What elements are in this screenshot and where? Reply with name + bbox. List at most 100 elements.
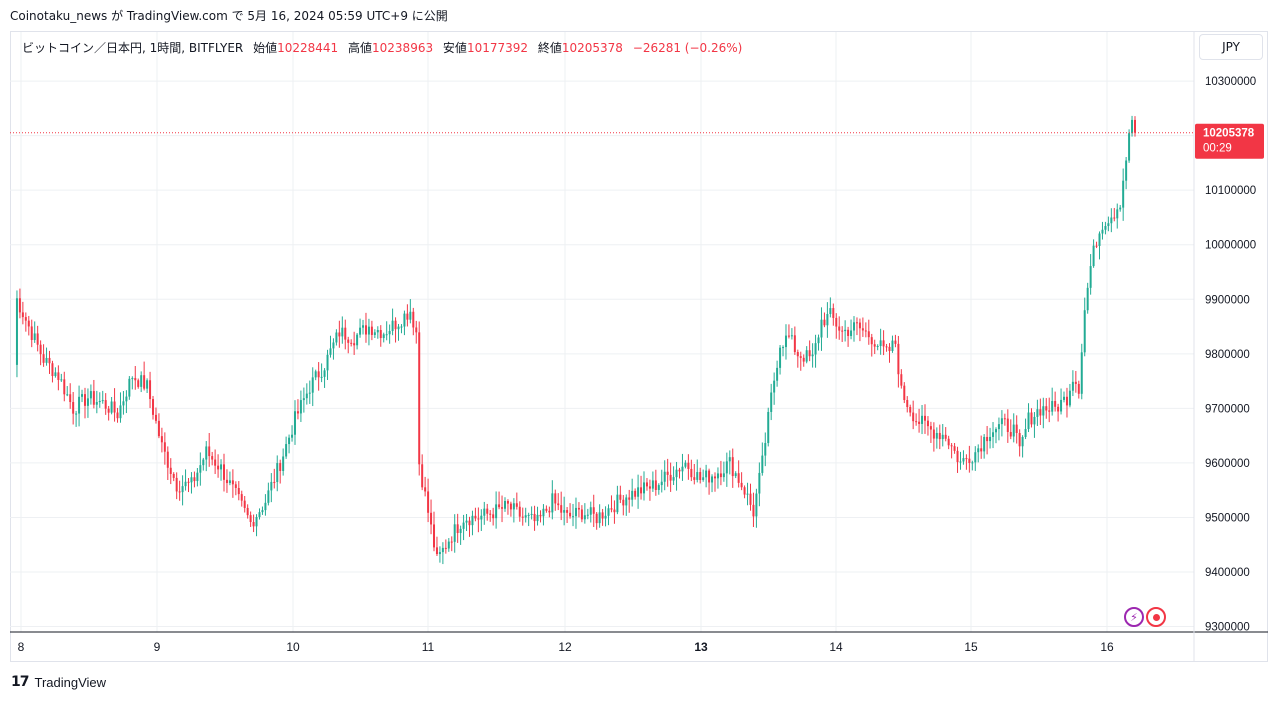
candle-body bbox=[264, 502, 267, 511]
candle-body bbox=[743, 487, 746, 495]
candle-body bbox=[92, 391, 95, 405]
candle-body bbox=[193, 477, 196, 482]
candle-body bbox=[1009, 431, 1012, 437]
candle-body bbox=[89, 391, 92, 399]
currency-button[interactable]: JPY bbox=[1199, 34, 1263, 60]
candle-body bbox=[944, 434, 947, 439]
candle-body bbox=[696, 472, 699, 480]
candle-body bbox=[477, 518, 480, 520]
candle-body bbox=[110, 401, 113, 413]
candle-body bbox=[894, 340, 897, 344]
candle-body bbox=[317, 371, 320, 378]
y-tick-label: 9600000 bbox=[1205, 458, 1250, 470]
x-tick-label: 14 bbox=[829, 640, 843, 654]
candle-body bbox=[146, 380, 149, 389]
candle-body bbox=[391, 320, 394, 331]
candle-body bbox=[767, 411, 770, 444]
candle-body bbox=[314, 371, 317, 378]
candle-body bbox=[388, 330, 391, 335]
candle-body bbox=[681, 466, 684, 472]
candle-body bbox=[755, 493, 758, 517]
chart-status-icons: ⚡ bbox=[1124, 607, 1166, 627]
change-value: −26281 (−0.26%) bbox=[632, 41, 743, 55]
candle-body bbox=[125, 396, 128, 402]
candle-body bbox=[853, 322, 856, 331]
candle-body bbox=[705, 470, 708, 478]
candle-body bbox=[214, 459, 217, 466]
candle-body bbox=[63, 379, 66, 395]
candle-body bbox=[983, 436, 986, 452]
candle-body bbox=[643, 482, 646, 494]
candle-body bbox=[122, 401, 125, 406]
y-tick-label: 9800000 bbox=[1205, 349, 1250, 361]
candle-body bbox=[648, 486, 651, 489]
candle-body bbox=[693, 477, 696, 480]
candle-body bbox=[293, 411, 296, 435]
candle-body bbox=[1119, 207, 1122, 210]
candle-body bbox=[143, 375, 146, 389]
candle-body bbox=[202, 459, 205, 466]
candle-body bbox=[1080, 352, 1083, 394]
candle-body bbox=[329, 348, 332, 355]
candle-body bbox=[1027, 412, 1030, 430]
candle-body bbox=[992, 432, 995, 437]
candle-body bbox=[341, 327, 344, 337]
x-tick-label: 15 bbox=[964, 640, 978, 654]
close-value: 10205378 bbox=[561, 41, 623, 55]
candle-body bbox=[823, 319, 826, 326]
candle-body bbox=[610, 508, 613, 510]
candle-body bbox=[438, 552, 441, 555]
candle-body bbox=[657, 485, 660, 490]
candle-body bbox=[761, 455, 764, 473]
candle-body bbox=[498, 504, 501, 508]
candle-body bbox=[950, 445, 953, 447]
x-tick-label: 8 bbox=[18, 640, 25, 654]
y-tick-label: 10100000 bbox=[1205, 185, 1256, 197]
candle-body bbox=[986, 436, 989, 442]
candle-body bbox=[424, 487, 427, 492]
y-tick-label: 10000000 bbox=[1205, 240, 1256, 252]
candle-body bbox=[515, 503, 518, 507]
candle-body bbox=[619, 494, 622, 500]
candle-body bbox=[613, 509, 616, 513]
y-tick-label: 9700000 bbox=[1205, 403, 1250, 415]
candle-body bbox=[796, 352, 799, 357]
candle-body bbox=[169, 467, 172, 474]
footer-branding: 17 TradingView bbox=[11, 674, 106, 690]
candle-body bbox=[18, 298, 21, 313]
candle-body bbox=[592, 507, 595, 514]
brand-name: TradingView bbox=[34, 674, 107, 690]
candle-body bbox=[255, 517, 258, 527]
candle-body bbox=[51, 363, 54, 377]
candle-body bbox=[48, 357, 51, 364]
candle-body bbox=[527, 514, 530, 516]
candle-body bbox=[30, 326, 33, 340]
candle-body bbox=[900, 374, 903, 386]
candle-body bbox=[1030, 412, 1033, 425]
candle-body bbox=[583, 515, 586, 520]
candle-body bbox=[69, 394, 72, 403]
candle-body bbox=[1018, 432, 1021, 447]
candle-body bbox=[444, 547, 447, 549]
price-tag-countdown: 00:29 bbox=[1203, 143, 1232, 155]
candle-body bbox=[1128, 133, 1131, 161]
candle-body bbox=[1086, 287, 1089, 311]
candle-body bbox=[912, 412, 915, 422]
candle-body bbox=[220, 464, 223, 470]
candle-body bbox=[492, 514, 495, 519]
candle-body bbox=[728, 457, 731, 462]
candle-body bbox=[433, 524, 436, 548]
ohlc-legend: ビットコイン／日本円, 1時間, BITFLYER 始値10228441 高値1… bbox=[22, 39, 742, 56]
candle-body bbox=[1045, 406, 1048, 411]
candle-body bbox=[844, 329, 847, 332]
candle-body bbox=[302, 398, 305, 401]
candle-body bbox=[131, 378, 134, 380]
candle-body bbox=[270, 481, 273, 491]
candle-body bbox=[799, 356, 802, 358]
lightning-icon[interactable]: ⚡ bbox=[1124, 607, 1144, 627]
candle-body bbox=[601, 512, 604, 519]
candle-body bbox=[453, 524, 456, 542]
candle-body bbox=[666, 471, 669, 475]
record-icon[interactable] bbox=[1146, 607, 1166, 627]
